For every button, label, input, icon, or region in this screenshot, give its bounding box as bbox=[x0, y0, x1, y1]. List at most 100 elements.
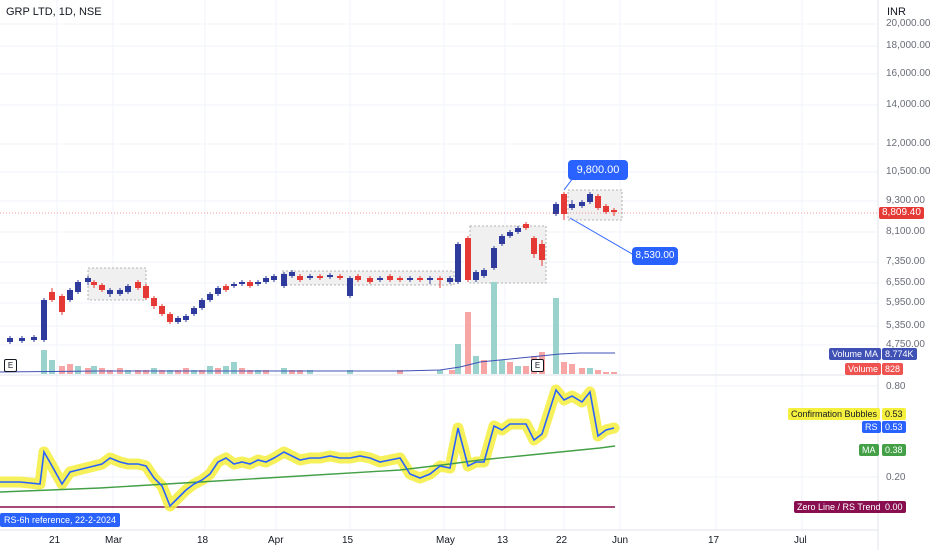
time-tick: 15 bbox=[342, 535, 354, 546]
rs-name: RS bbox=[862, 421, 881, 433]
price-tick: 12,000.00 bbox=[886, 138, 931, 149]
volume-bar bbox=[455, 344, 461, 374]
volume-bar bbox=[481, 360, 487, 374]
volume-bar bbox=[569, 364, 575, 374]
candle-body bbox=[553, 204, 559, 214]
volume-bar bbox=[553, 298, 559, 374]
candle-body bbox=[595, 196, 601, 208]
candle-body bbox=[41, 300, 47, 340]
volume-label: Volume bbox=[845, 363, 882, 375]
candle-body bbox=[427, 278, 433, 280]
candle-body bbox=[397, 278, 403, 280]
earnings-marker-right[interactable]: E bbox=[531, 359, 544, 372]
volume-bar bbox=[91, 366, 97, 374]
price-tick: 9,300.00 bbox=[886, 195, 925, 206]
price-tick: 8,100.00 bbox=[886, 226, 925, 237]
volume-bar bbox=[491, 282, 497, 374]
time-tick: 22 bbox=[556, 535, 568, 546]
high-price-callout[interactable]: 9,800.00 bbox=[568, 160, 628, 180]
volume-name: Volume bbox=[848, 364, 879, 374]
high-callout-leader bbox=[563, 177, 574, 191]
price-tick: 5,350.00 bbox=[886, 320, 925, 331]
volume-bar bbox=[297, 370, 303, 374]
candle-body bbox=[99, 285, 105, 290]
volume-bar bbox=[143, 370, 149, 374]
candle-body bbox=[91, 282, 97, 285]
candle-body bbox=[207, 294, 213, 300]
candle-body bbox=[437, 278, 443, 280]
symbol-title[interactable]: GRP LTD, 1D, NSE bbox=[6, 6, 102, 18]
volume-bar bbox=[231, 362, 237, 374]
candle-body bbox=[289, 272, 295, 276]
rs-value: 0.53 bbox=[882, 421, 906, 433]
candle-body bbox=[215, 288, 221, 294]
volume-bar bbox=[49, 360, 55, 374]
volume-bar bbox=[603, 372, 609, 374]
low-callout-leader bbox=[569, 217, 635, 256]
price-tick: 10,500.00 bbox=[886, 166, 931, 177]
confirmation-bubbles-name: Confirmation Bubbles bbox=[788, 408, 881, 420]
volume-bar bbox=[523, 366, 529, 374]
price-tick: 7,350.00 bbox=[886, 256, 925, 267]
candle-body bbox=[85, 278, 91, 282]
candle-body bbox=[49, 292, 55, 300]
candle-body bbox=[539, 244, 545, 260]
volume-value: 828 bbox=[882, 363, 904, 375]
candle-body bbox=[347, 278, 353, 296]
volume-ma-label: Volume MA bbox=[829, 348, 882, 360]
volume-bar bbox=[579, 368, 585, 374]
candle-body bbox=[579, 202, 585, 206]
candle-body bbox=[117, 290, 123, 294]
candle-body bbox=[271, 276, 277, 280]
time-tick: Jun bbox=[612, 535, 629, 546]
candle-body bbox=[231, 284, 237, 286]
candle-body bbox=[191, 308, 197, 314]
confirmation-bubbles-value: 0.53 bbox=[882, 408, 906, 420]
candle-body bbox=[255, 282, 261, 284]
earnings-marker-left[interactable]: E bbox=[4, 359, 17, 372]
candle-body bbox=[317, 276, 323, 278]
candle-body bbox=[355, 276, 361, 280]
currency-label[interactable]: INR bbox=[887, 6, 906, 18]
volume-bar bbox=[125, 370, 131, 374]
candle-body bbox=[481, 270, 487, 276]
volume-bar bbox=[263, 370, 269, 374]
price-tick: 4,750.00 bbox=[886, 339, 925, 350]
time-tick: May bbox=[436, 535, 455, 546]
volume-bar bbox=[473, 356, 479, 374]
volume-bar bbox=[347, 370, 353, 374]
grid-lines bbox=[0, 0, 878, 530]
candle-body bbox=[239, 282, 245, 284]
volume-bar bbox=[515, 366, 521, 374]
rs-reference-label[interactable]: RS-6h reference, 22-2-2024 bbox=[0, 513, 121, 527]
candle-body bbox=[337, 276, 343, 278]
volume-ma-value: 8.774K bbox=[882, 348, 917, 360]
volume-bar bbox=[611, 372, 617, 374]
volume-ma-line bbox=[0, 352, 615, 373]
volume-bar bbox=[199, 370, 205, 374]
volume-bar bbox=[75, 366, 81, 374]
last-price-badge: 8,809.40 bbox=[879, 207, 924, 219]
volume-bar bbox=[507, 362, 513, 374]
candle-body bbox=[297, 276, 303, 280]
candle-body bbox=[515, 228, 521, 232]
candle-body bbox=[603, 206, 609, 212]
candle-body bbox=[387, 276, 393, 280]
candle-body bbox=[465, 238, 471, 280]
candle-body bbox=[281, 274, 287, 286]
time-tick: 13 bbox=[497, 535, 509, 546]
volume-bar bbox=[223, 366, 229, 374]
candle-body bbox=[135, 282, 141, 288]
time-tick: Jul bbox=[794, 535, 807, 546]
volume-bar bbox=[247, 370, 253, 374]
candle-body bbox=[523, 224, 529, 228]
candle-body bbox=[59, 296, 65, 312]
indicator-tick-low: 0.20 bbox=[886, 472, 906, 483]
candle-body bbox=[473, 272, 479, 280]
volume-bar bbox=[255, 370, 261, 374]
candle-body bbox=[531, 238, 537, 254]
candle-body bbox=[507, 232, 513, 236]
price-tick: 14,000.00 bbox=[886, 99, 931, 110]
low-price-callout[interactable]: 8,530.00 bbox=[632, 247, 678, 265]
